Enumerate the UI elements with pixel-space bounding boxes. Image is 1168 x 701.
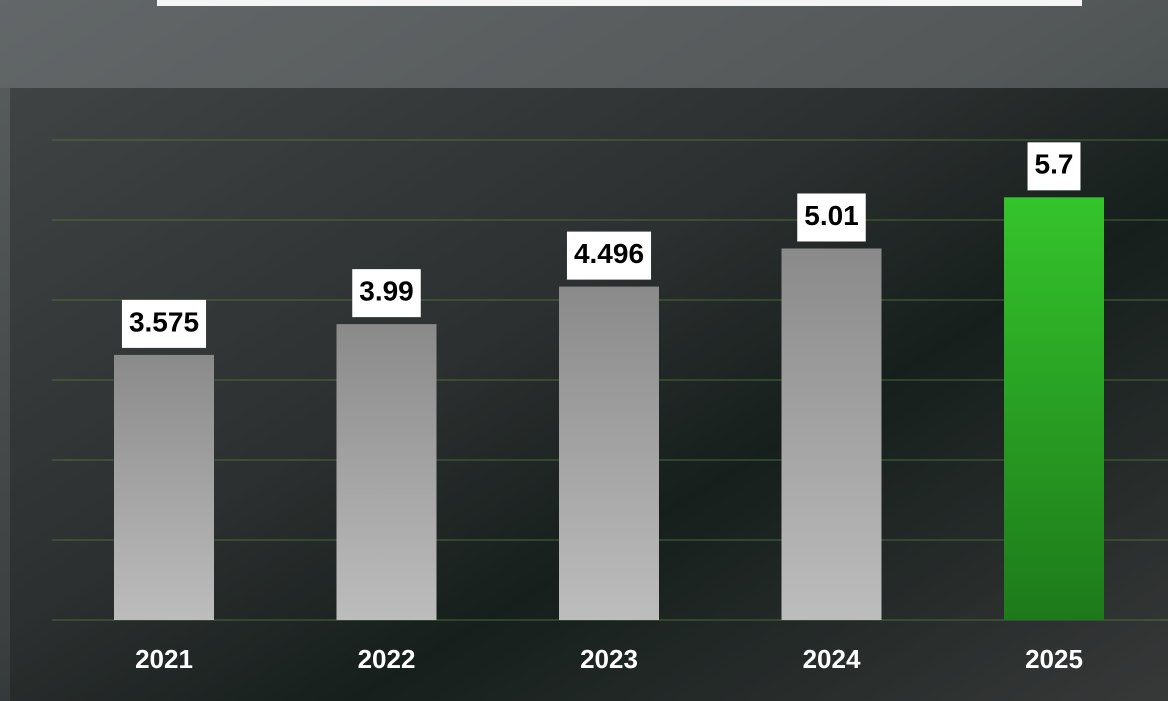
- x-tick-label: 2022: [358, 644, 416, 674]
- bar: [559, 286, 659, 620]
- value-label: 5.7: [1035, 149, 1074, 180]
- value-label: 5.01: [804, 200, 859, 231]
- value-label: 4.496: [574, 238, 644, 269]
- bar: [781, 248, 882, 620]
- bar: [1004, 197, 1104, 621]
- value-label: 3.575: [129, 306, 199, 337]
- value-label-box: [121, 299, 207, 348]
- x-tick-label: 2025: [1025, 644, 1083, 674]
- value-label-box: [566, 231, 652, 280]
- value-label-box: [352, 269, 421, 318]
- top-strip: [157, 0, 1082, 6]
- value-label-box: [797, 193, 866, 242]
- x-tick-label: 2021: [135, 644, 193, 674]
- x-tick-label: 2023: [580, 644, 638, 674]
- value-label: 3.99: [359, 276, 414, 307]
- background-top: [0, 0, 1168, 88]
- bar: [336, 324, 437, 620]
- x-tick-label: 2024: [803, 644, 861, 674]
- bar: [114, 354, 214, 620]
- value-label-box: [1027, 142, 1081, 191]
